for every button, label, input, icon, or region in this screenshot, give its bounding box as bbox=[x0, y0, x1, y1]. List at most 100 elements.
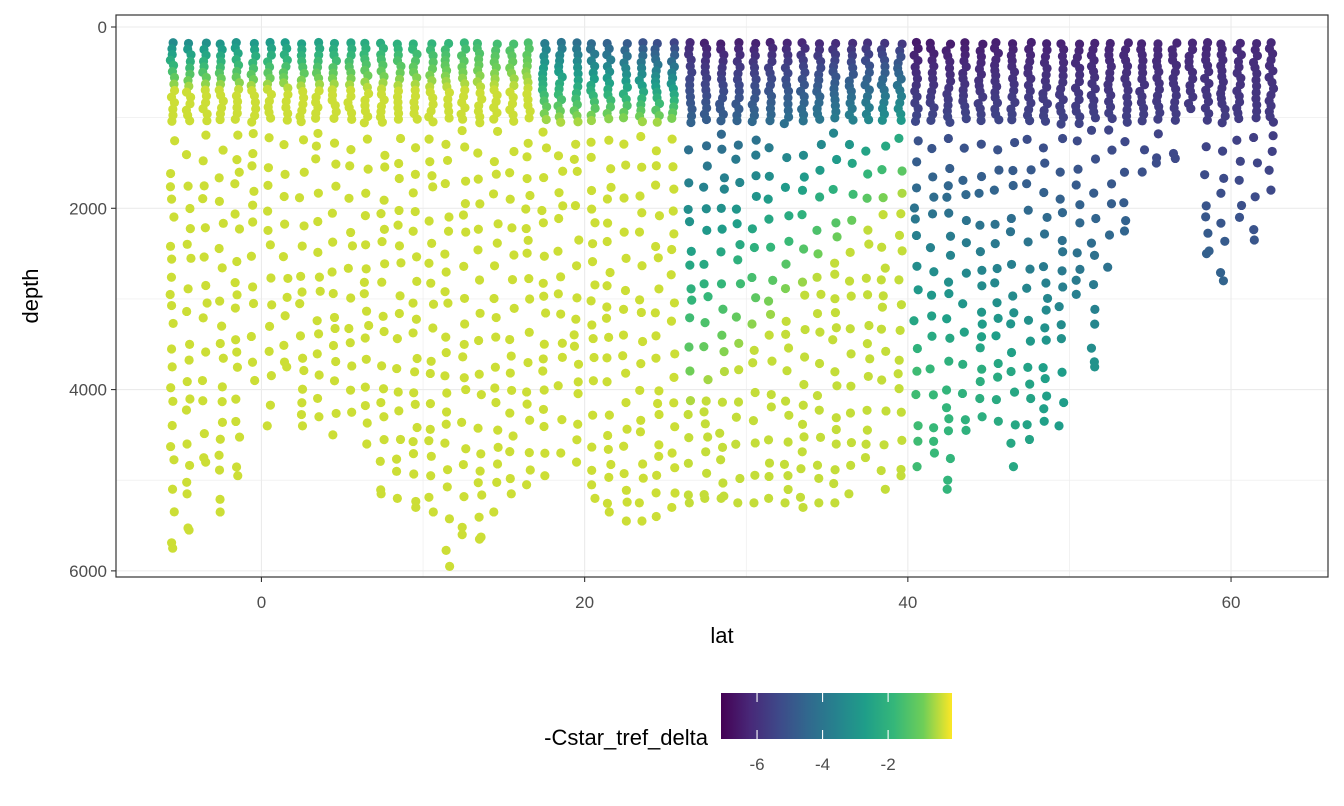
data-point bbox=[198, 194, 208, 204]
data-point bbox=[1216, 218, 1226, 228]
data-point bbox=[391, 454, 402, 464]
data-point bbox=[994, 165, 1004, 175]
data-point bbox=[1201, 201, 1211, 211]
data-point bbox=[489, 261, 500, 271]
data-point bbox=[766, 389, 776, 400]
data-point bbox=[408, 328, 418, 338]
data-point bbox=[522, 248, 532, 258]
data-point bbox=[556, 272, 566, 282]
data-point bbox=[330, 323, 340, 334]
data-point bbox=[650, 308, 660, 318]
data-point bbox=[505, 408, 515, 418]
data-point bbox=[846, 460, 856, 470]
data-point bbox=[199, 428, 209, 439]
data-point bbox=[734, 338, 744, 349]
data-point bbox=[1218, 276, 1229, 286]
data-point bbox=[1119, 198, 1129, 208]
data-point bbox=[619, 227, 629, 237]
data-point bbox=[731, 154, 741, 164]
data-point bbox=[458, 210, 469, 220]
data-point bbox=[1057, 367, 1067, 377]
data-point bbox=[201, 130, 211, 140]
data-point bbox=[217, 417, 228, 427]
data-point bbox=[636, 415, 646, 425]
data-point bbox=[329, 376, 340, 386]
data-point bbox=[942, 484, 952, 494]
data-point bbox=[248, 128, 258, 139]
data-point bbox=[344, 193, 354, 203]
data-point bbox=[491, 312, 501, 323]
data-point bbox=[812, 308, 823, 319]
data-point bbox=[990, 219, 1000, 229]
data-point bbox=[846, 349, 856, 359]
data-point bbox=[361, 240, 371, 250]
data-point bbox=[424, 258, 434, 268]
data-point bbox=[666, 316, 677, 326]
data-point bbox=[832, 381, 842, 391]
data-point bbox=[717, 397, 728, 407]
data-point bbox=[732, 116, 742, 126]
data-point bbox=[1107, 145, 1117, 155]
data-point bbox=[1153, 114, 1163, 124]
data-point bbox=[602, 498, 613, 508]
data-point bbox=[379, 195, 389, 205]
data-point bbox=[296, 271, 306, 281]
data-point bbox=[701, 396, 711, 406]
data-point bbox=[587, 465, 597, 475]
data-point bbox=[165, 289, 175, 300]
data-point bbox=[1187, 38, 1198, 48]
data-point bbox=[718, 304, 728, 314]
data-point bbox=[912, 157, 922, 167]
data-point bbox=[347, 114, 357, 124]
data-point bbox=[525, 465, 535, 475]
data-point bbox=[425, 399, 436, 409]
data-point bbox=[230, 179, 240, 189]
data-point bbox=[683, 145, 694, 155]
data-point bbox=[492, 126, 503, 137]
data-point bbox=[749, 242, 759, 253]
plot-border bbox=[115, 14, 1329, 578]
data-point bbox=[913, 136, 923, 146]
data-point bbox=[167, 420, 177, 431]
data-point bbox=[636, 359, 646, 369]
data-point bbox=[685, 396, 696, 406]
data-point bbox=[590, 493, 600, 503]
data-point bbox=[977, 319, 987, 329]
data-point bbox=[687, 104, 697, 114]
data-point bbox=[1090, 304, 1100, 314]
data-point bbox=[441, 267, 451, 277]
data-point bbox=[441, 332, 451, 342]
data-point bbox=[184, 460, 195, 471]
data-point bbox=[686, 246, 696, 256]
data-point bbox=[1203, 228, 1213, 238]
data-point bbox=[1071, 275, 1081, 285]
data-point bbox=[635, 385, 645, 396]
data-point bbox=[604, 410, 614, 420]
data-point bbox=[1055, 194, 1065, 204]
data-point bbox=[781, 259, 791, 269]
data-point bbox=[488, 189, 499, 199]
data-point bbox=[425, 157, 435, 167]
data-point bbox=[509, 146, 519, 157]
data-point bbox=[844, 276, 855, 286]
data-point bbox=[654, 451, 664, 462]
data-point bbox=[1120, 137, 1130, 147]
data-point bbox=[961, 215, 971, 226]
data-point bbox=[428, 93, 438, 103]
data-point bbox=[440, 287, 450, 297]
data-point bbox=[376, 489, 386, 499]
data-point bbox=[637, 162, 647, 172]
data-point bbox=[910, 116, 921, 126]
data-point bbox=[541, 114, 551, 125]
data-point bbox=[1075, 264, 1085, 274]
data-point bbox=[1091, 213, 1101, 224]
data-point bbox=[651, 161, 661, 171]
data-point bbox=[185, 224, 195, 234]
data-point bbox=[1075, 70, 1085, 80]
data-point bbox=[214, 173, 224, 183]
data-point bbox=[1106, 179, 1117, 189]
data-point bbox=[1170, 153, 1180, 164]
data-point bbox=[783, 437, 793, 447]
x-axis: 0 20 40 60 bbox=[257, 577, 1241, 612]
